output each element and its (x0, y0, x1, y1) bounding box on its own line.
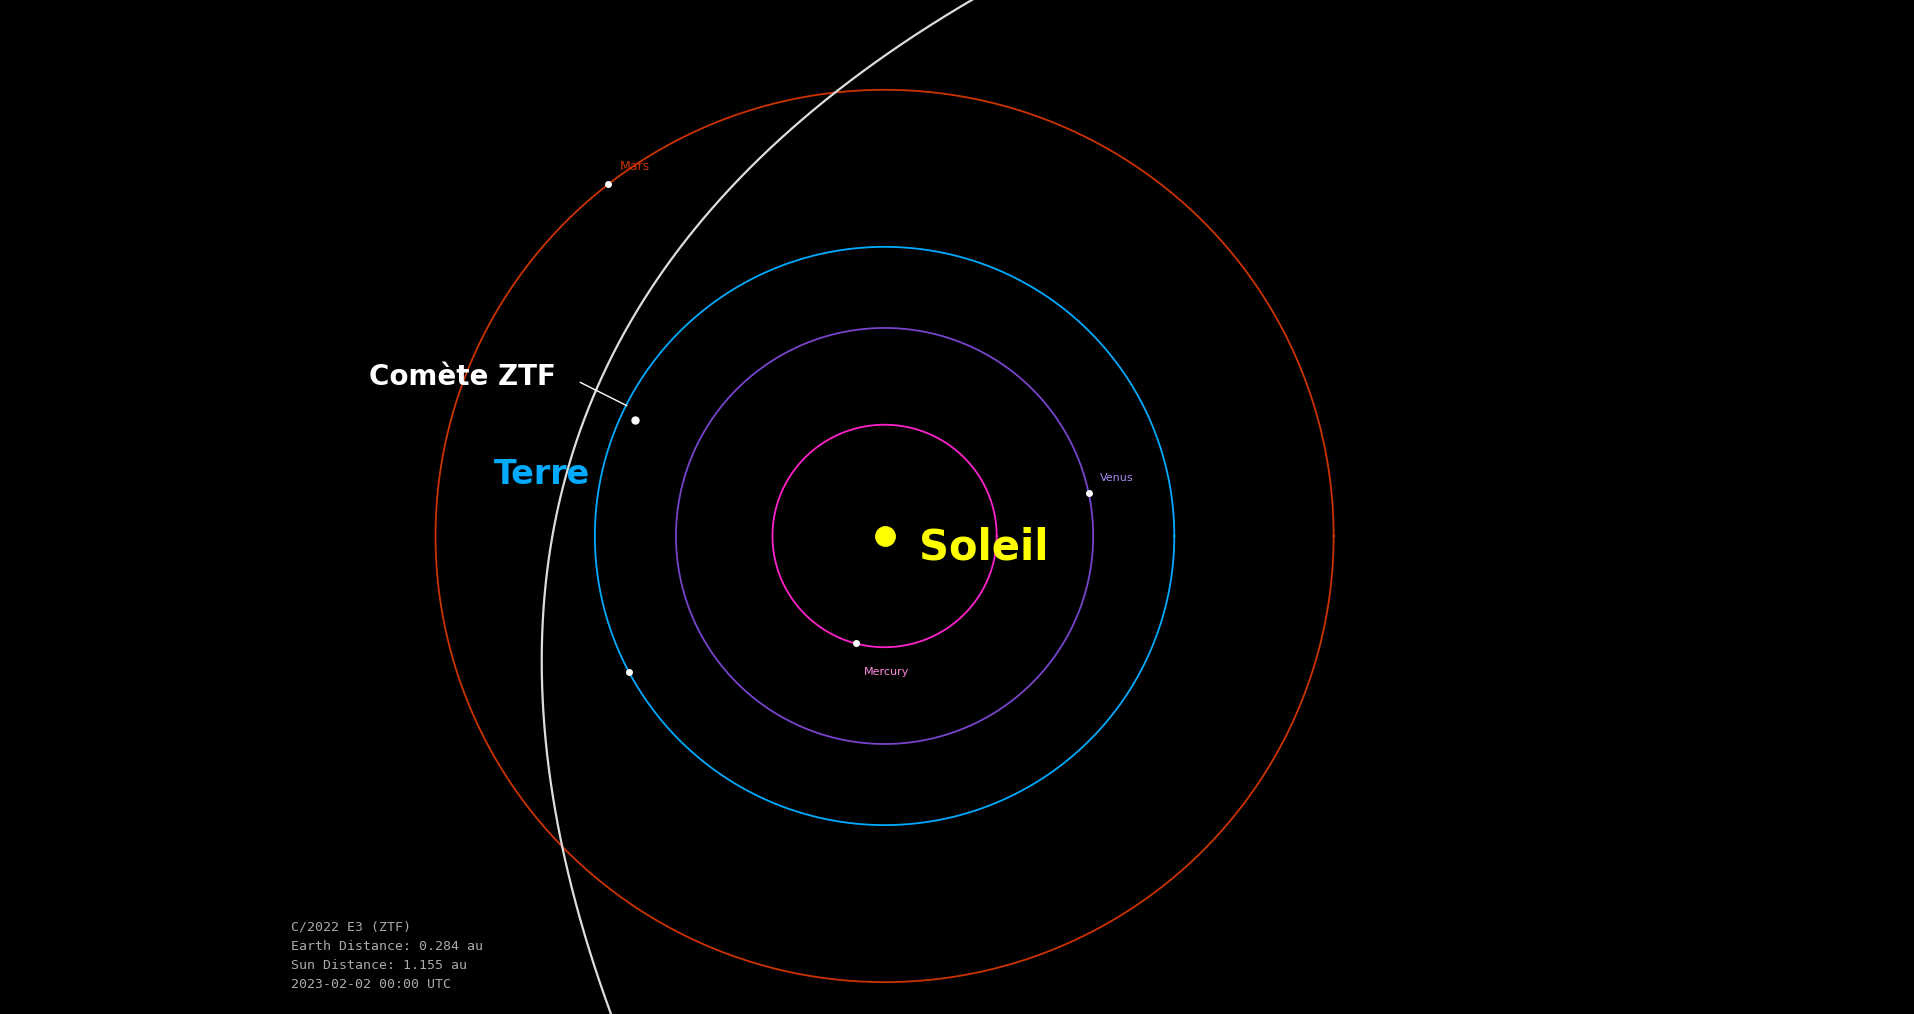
Text: C/2022 E3 (ZTF)
Earth Distance: 0.284 au
Sun Distance: 1.155 au
2023-02-02 00:00: C/2022 E3 (ZTF) Earth Distance: 0.284 au… (291, 921, 482, 991)
Text: Venus: Venus (1101, 474, 1133, 483)
Text: Mercury: Mercury (865, 667, 909, 677)
Text: Soleil: Soleil (919, 526, 1049, 569)
Text: Mars: Mars (620, 160, 651, 173)
Text: Terre: Terre (494, 458, 590, 491)
Text: Comète ZTF: Comète ZTF (369, 363, 555, 391)
